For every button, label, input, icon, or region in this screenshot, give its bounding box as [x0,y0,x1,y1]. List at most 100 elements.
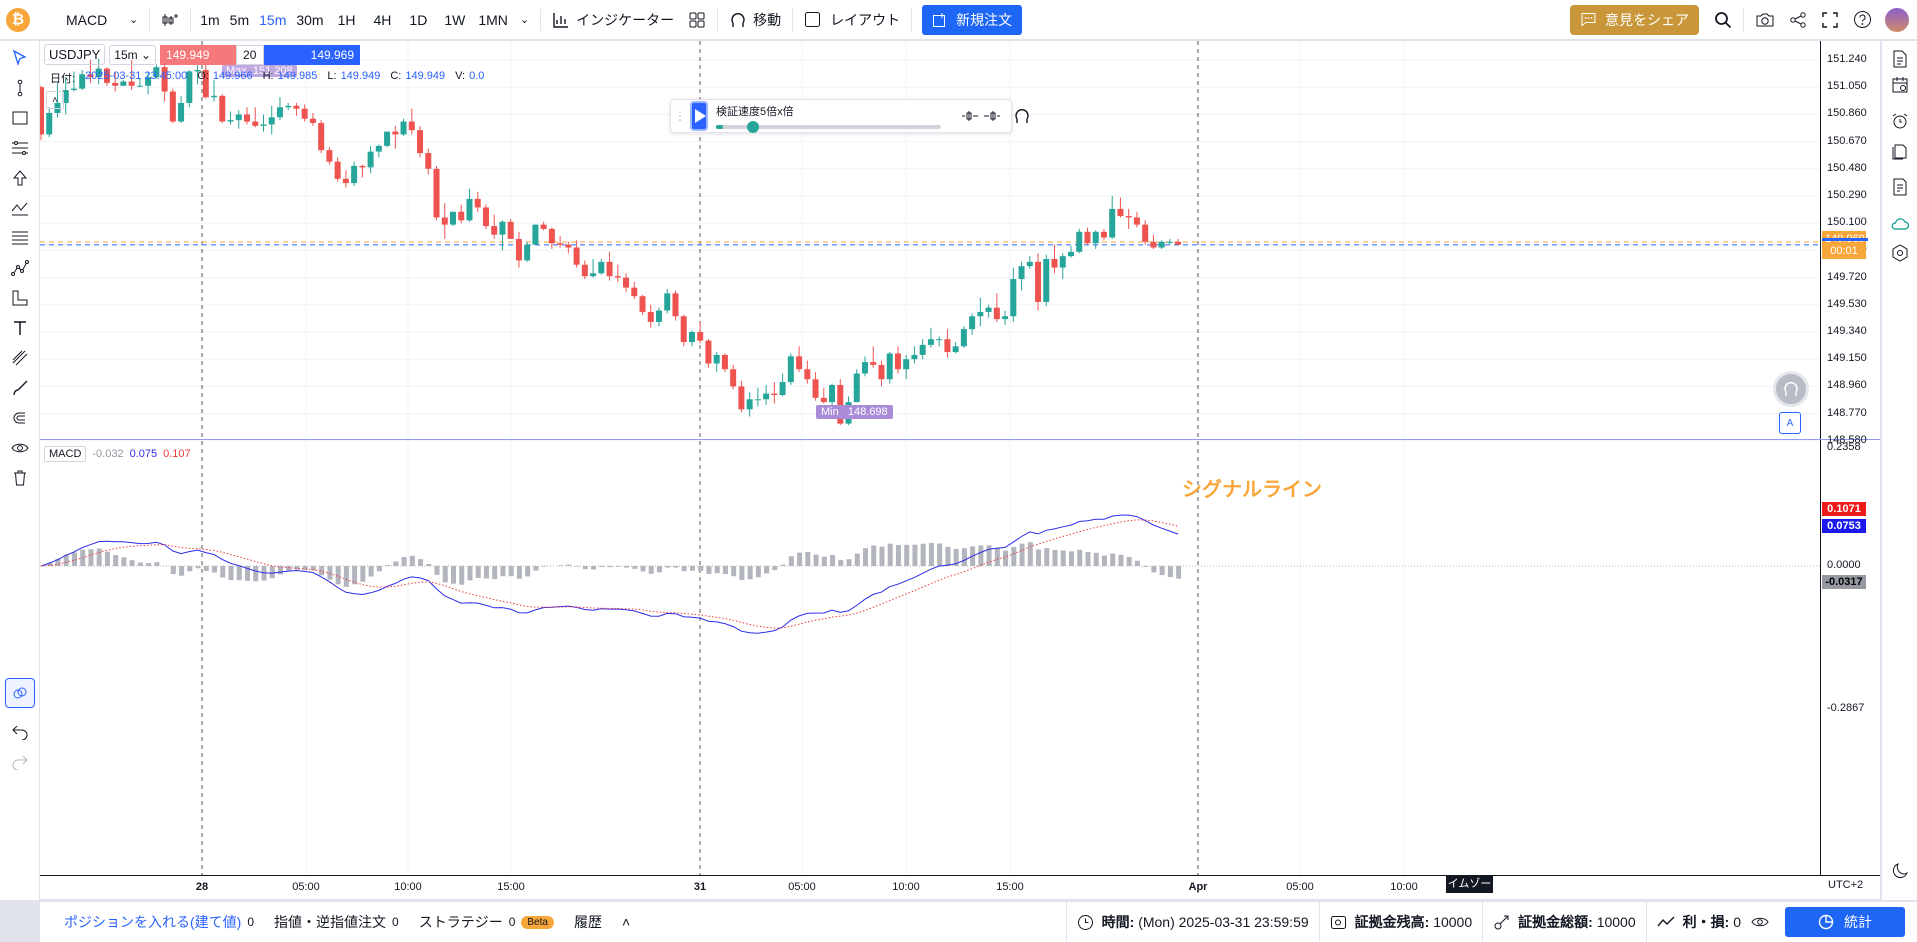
symbol-name[interactable]: USDJPY [44,44,106,65]
tab-positions[interactable]: ポジションを入れる(建て値) 0 [40,902,264,942]
channel-tool[interactable] [5,133,35,163]
rectangle-tool[interactable] [5,103,35,133]
candle-body [573,247,580,265]
sidebar-settings[interactable] [1887,240,1913,266]
layout-button[interactable]: レイアウト [797,6,907,34]
nodes-tool[interactable] [5,253,35,283]
buy-button[interactable]: 149.969 [264,44,361,65]
chart-area[interactable]: USDJPY 15m ⌄ 149.949 20 149.969 Max 151.… [40,41,1880,899]
undo-button[interactable] [5,716,35,746]
magnet-tool[interactable] [5,403,35,433]
timeframe-1d[interactable]: 1D [400,6,436,34]
pane-separator[interactable] [40,439,1880,440]
fullscreen-button[interactable] [1814,6,1846,34]
sidebar-cloud[interactable] [1887,211,1913,237]
tab-strategy[interactable]: ストラテジー 0 Beta [409,902,564,942]
search-button[interactable] [1707,6,1739,34]
time-axis[interactable]: 28 05:00 10:00 15:00 31 05:00 10:00 15:00 Apr 05:… [40,876,1820,898]
help-button[interactable] [1846,6,1879,34]
candle-body [631,287,638,297]
brush-tool[interactable] [5,373,35,403]
brush-strokes-tool[interactable] [5,343,35,373]
candle-body [318,122,325,151]
sidebar-notes[interactable] [1887,138,1913,164]
min-marker: Min 148.698 [816,405,893,419]
histogram-bar [1011,546,1017,566]
candle-body [474,198,481,208]
sidebar-alerts[interactable] [1887,108,1913,134]
candle-body [285,105,292,108]
tab-history[interactable]: 履歴 [564,902,612,942]
share-button[interactable] [1782,6,1814,34]
sidebar-watchlist[interactable] [1887,46,1913,72]
timeframe-5m[interactable]: 5m [225,6,254,34]
theme-toggle[interactable] [1887,858,1913,884]
screenshot-button[interactable] [1748,6,1782,34]
arrow-tool[interactable] [5,163,35,193]
chart-canvas[interactable] [40,41,1880,899]
timeframe-1w[interactable]: 1W [436,6,473,34]
indicators-button[interactable]: インジケーター [545,6,681,34]
sidebar-calendar[interactable] [1887,72,1913,98]
delete-tool[interactable] [5,463,35,493]
timeframe-4h[interactable]: 4H [365,6,401,34]
timezone-button[interactable]: UTC+2 [1828,879,1864,891]
move-button[interactable]: 移動 [722,6,788,34]
fib-tool[interactable] [5,223,35,253]
measure-tool[interactable] [5,283,35,313]
macd-name[interactable]: MACD [44,446,87,462]
new-order-button[interactable]: 新規注文 [922,4,1023,35]
timeframe-more[interactable]: ⌄ [513,6,536,34]
max-label: Max [226,65,247,77]
pie-chart-icon [1818,914,1834,930]
histogram-bar [920,543,926,566]
collapse-legend-button[interactable]: ˄ [46,91,64,109]
price-axis-label: 148.770 [1827,406,1867,419]
tab-orders[interactable]: 指値・逆指値注文 0 [264,902,409,942]
trendline-tool[interactable] [5,73,35,103]
histogram-bar [170,566,176,575]
symbol-dropdown-chevron[interactable]: ⌄ [122,6,145,34]
logo[interactable]: ₿ [0,6,36,34]
price-axis[interactable]: 151.240 151.050 150.860 150.670 150.480 150.2… [1821,41,1880,446]
sync-tool[interactable] [5,678,35,708]
expand-panel-button[interactable]: ˄ [612,902,640,942]
auto-scale-button[interactable]: A [1779,412,1801,434]
text-tool[interactable] [5,313,35,343]
cursor-icon [11,49,29,67]
speed-slider-fill [716,125,723,129]
redo-button[interactable] [5,746,35,776]
statistics-button[interactable]: 統計 [1785,907,1905,937]
speed-slider[interactable] [716,121,941,133]
drag-handle-icon[interactable]: ⋮ [674,109,686,123]
step-back-button[interactable] [961,103,979,129]
templates-button[interactable] [681,6,713,34]
history-label: 履歴 [573,914,602,930]
replay-reset-button[interactable] [1013,103,1031,129]
sidebar-report[interactable] [1887,174,1913,200]
histogram-bar [665,566,671,568]
symbol-dropdown[interactable]: MACD [36,6,122,34]
interval-button[interactable]: 15m ⌄ [109,44,157,65]
visibility-tool[interactable] [5,433,35,463]
histogram-bar [1176,566,1182,579]
compare-symbol-button[interactable] [154,6,186,34]
timeframe-1m[interactable]: 1m [195,6,224,34]
timeframe-1mn[interactable]: 1MN [473,6,513,34]
scroll-to-realtime-button[interactable] [1773,371,1809,407]
timeframe-15m[interactable]: 15m [254,6,291,34]
timeframe-1h[interactable]: 1H [329,6,365,34]
timeframe-30m[interactable]: 30m [291,6,328,34]
eye-icon[interactable] [1751,915,1769,929]
candle-body [697,332,704,341]
speed-label: 検証速度5倍x倍 [716,106,794,118]
cursor-tool[interactable] [5,43,35,73]
pattern-tool[interactable] [5,193,35,223]
sell-button[interactable]: 149.949 [160,44,237,65]
user-avatar[interactable] [1879,6,1917,34]
share-opinion-button[interactable]: 意見をシェア [1570,4,1699,35]
step-forward-button[interactable] [983,103,1001,129]
speed-slider-knob[interactable] [746,121,759,133]
play-button[interactable] [690,101,708,131]
histogram-bar [1036,549,1042,566]
